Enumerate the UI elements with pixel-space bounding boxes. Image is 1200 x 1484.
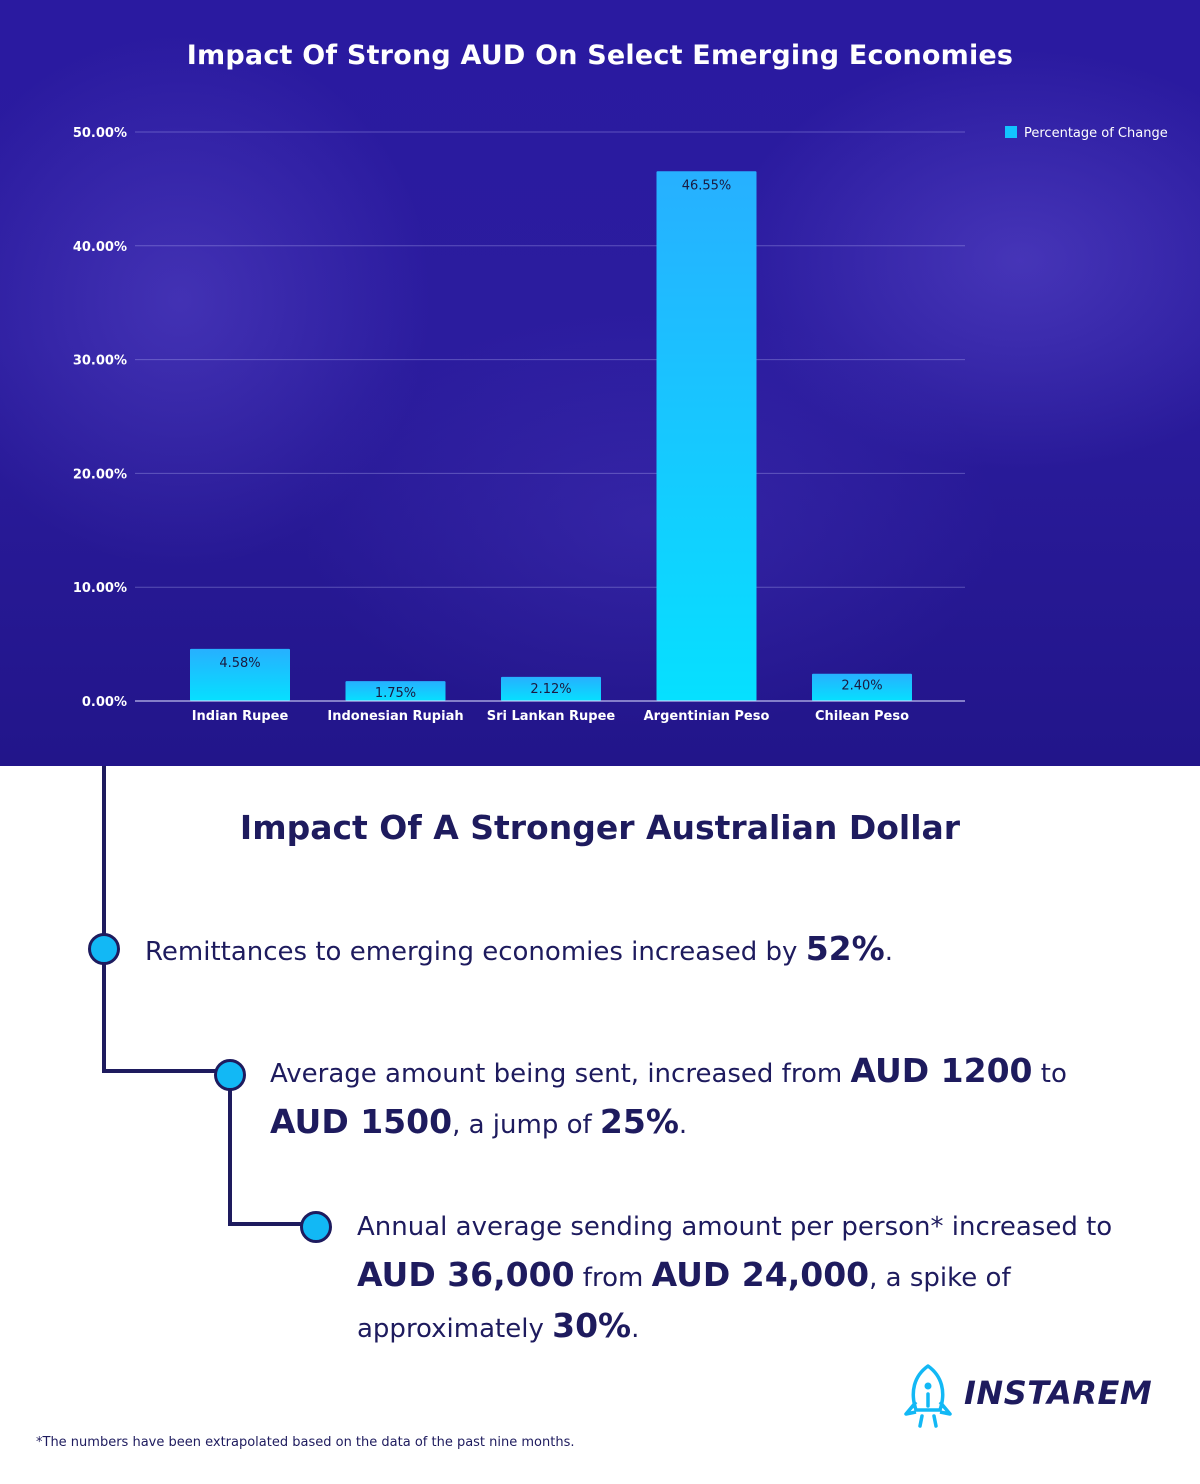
connector-line [102, 1069, 218, 1073]
point-highlight: 25% [599, 1102, 679, 1141]
bar-chart: 4.58% 1.75% 2.12% 46.55% 2.40% 0.00% 10.00% 20… [73, 126, 1168, 724]
y-tick-label: 40.00% [73, 240, 127, 255]
chart-title: Impact Of Strong AUD On Select Emerging … [186, 40, 1014, 71]
point-annual-amount: Annual average sending amount per person… [357, 1203, 1117, 1353]
bar-data-label: 1.75% [375, 686, 416, 701]
bar-data-label: 4.58% [219, 656, 260, 671]
point-highlight: AUD 24,000 [651, 1255, 870, 1294]
point-text: . [678, 1110, 688, 1140]
bar [345, 681, 446, 701]
point-text: . [884, 937, 893, 967]
bar [812, 673, 912, 701]
footnote: *The numbers have been extrapolated base… [36, 1435, 575, 1450]
x-tick-label: Indian Rupee [192, 709, 289, 724]
connector-line [228, 1090, 232, 1226]
point-highlight: AUD 36,000 [357, 1255, 575, 1294]
y-tick-label: 50.00% [73, 126, 127, 141]
chart-panel: 4.58% 1.75% 2.12% 46.55% 2.40% 0.00% 10.00% 20… [0, 0, 1200, 766]
bar-data-label: 46.55% [682, 178, 732, 193]
x-tick-label: Argentinian Peso [644, 709, 770, 724]
connector-line [228, 1222, 304, 1226]
point-text: . [631, 1314, 640, 1344]
point-highlight: 52% [805, 929, 885, 968]
point-average-amount: Average amount being sent, increased fro… [270, 1047, 1110, 1149]
connector-line [102, 766, 106, 1072]
y-tick-label: 30.00% [73, 354, 127, 369]
point-remittances: Remittances to emerging economies increa… [145, 925, 1105, 976]
bullet-dot [300, 1211, 332, 1243]
legend-swatch [1005, 126, 1017, 138]
chart-legend: Percentage of Change [1005, 126, 1168, 141]
point-text: , a spike of approximately [357, 1263, 1011, 1344]
point-text: from [574, 1263, 652, 1293]
legend-label: Percentage of Change [1024, 126, 1168, 141]
point-text: Annual average sending amount per person… [357, 1212, 1113, 1242]
point-highlight: AUD 1500 [270, 1102, 453, 1141]
point-text: to [1032, 1059, 1067, 1089]
y-tick-label: 10.00% [73, 581, 127, 596]
x-tick-label: Chilean Peso [815, 709, 909, 724]
x-tick-label: Sri Lankan Rupee [487, 709, 616, 724]
bar-data-label: 2.12% [530, 682, 571, 697]
bar [190, 648, 290, 701]
point-highlight: 30% [552, 1306, 632, 1345]
point-highlight: AUD 1200 [850, 1051, 1033, 1090]
bullet-dot [88, 933, 120, 965]
brand-logo: INSTAREM [898, 1362, 1168, 1434]
point-text: Remittances to emerging economies increa… [145, 937, 806, 967]
rocket-logo-icon [904, 1364, 952, 1428]
x-tick-label: Indonesian Rupiah [327, 709, 463, 724]
bar [656, 171, 757, 702]
bar [501, 676, 601, 701]
point-text: Average amount being sent, increased fro… [270, 1059, 851, 1089]
section-heading: Impact Of A Stronger Australian Dollar [239, 808, 961, 847]
bullet-dot [214, 1059, 246, 1091]
bar-data-label: 2.40% [841, 679, 882, 694]
y-tick-label: 0.00% [82, 695, 127, 710]
brand-name: INSTAREM [964, 1374, 1153, 1412]
point-text: , a jump of [452, 1110, 600, 1140]
y-tick-label: 20.00% [73, 467, 127, 482]
